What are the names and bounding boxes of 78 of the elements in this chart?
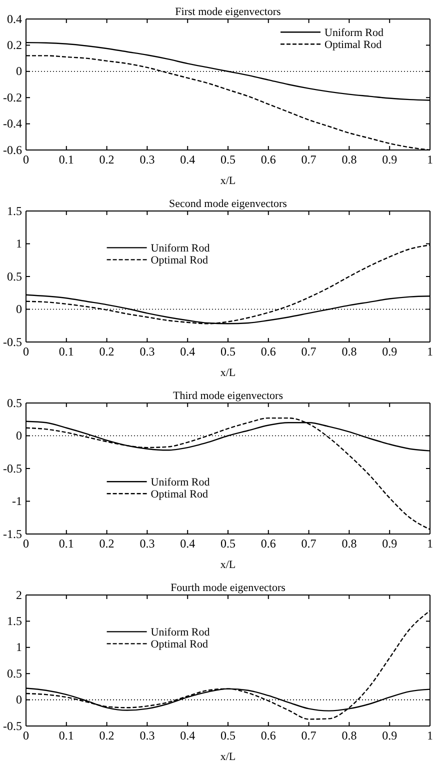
y-tick-label: 2 — [16, 588, 22, 602]
x-tick-label: 0.3 — [140, 536, 155, 551]
x-tick-label: 0.6 — [260, 728, 276, 743]
x-tick-label: 0.6 — [260, 344, 276, 359]
legend-label: Optimal Rod — [324, 39, 382, 52]
y-tick-label: 1 — [16, 236, 22, 251]
chart-title: Third mode eigenvectors — [173, 390, 283, 402]
x-axis-title: x/L — [220, 751, 236, 763]
legend-label: Uniform Rod — [324, 27, 384, 40]
x-tick-label: 0.7 — [301, 152, 316, 167]
x-tick-label: 0.3 — [140, 152, 155, 167]
x-tick-label: 0.8 — [342, 344, 357, 359]
x-tick-label: 0.3 — [140, 728, 155, 743]
legend-label: Uniform Rod — [150, 626, 210, 639]
x-axis-title: x/L — [220, 175, 236, 187]
y-tick-label: 0.5 — [7, 396, 22, 410]
y-tick-label: -0.2 — [3, 90, 22, 104]
x-tick-label: 0.5 — [220, 728, 236, 743]
x-tick-label: 0.8 — [342, 152, 357, 167]
y-tick-label: -0.5 — [3, 334, 22, 349]
x-tick-label: 0.1 — [58, 344, 74, 359]
legend-label: Optimal Rod — [150, 638, 208, 651]
x-tick-label: 0.4 — [180, 152, 196, 167]
x-tick-label: 0.4 — [180, 344, 196, 359]
x-tick-label: 0.2 — [99, 728, 114, 743]
legend-label: Uniform Rod — [150, 242, 210, 255]
y-tick-label: 0 — [16, 692, 22, 707]
x-tick-label: 0.3 — [140, 344, 155, 359]
y-tick-label: 0.5 — [7, 666, 22, 680]
y-tick-label: -0.5 — [3, 461, 22, 476]
x-tick-label: 0.4 — [180, 728, 196, 743]
x-tick-label: 0.9 — [382, 344, 398, 359]
y-tick-label: 0 — [16, 302, 22, 316]
x-tick-label: 0.8 — [342, 728, 357, 743]
y-tick-label: -0.5 — [3, 718, 22, 733]
y-tick-label: -0.6 — [3, 142, 22, 157]
y-tick-label: -1.5 — [3, 526, 22, 541]
chart-title: First mode eigenvectors — [175, 6, 281, 18]
x-tick-label: 0.6 — [260, 536, 276, 551]
x-tick-label: 1 — [427, 152, 433, 167]
x-tick-label: 0.7 — [301, 344, 316, 359]
x-tick-label: 0.5 — [220, 536, 236, 551]
x-tick-label: 0.1 — [58, 152, 74, 167]
x-tick-label: 0.2 — [99, 152, 114, 167]
legend-label: Uniform Rod — [150, 476, 210, 489]
x-tick-label: 0.8 — [342, 536, 357, 551]
x-tick-label: 0.5 — [220, 152, 236, 167]
x-tick-label: 0.6 — [260, 152, 276, 167]
x-axis-title: x/L — [220, 559, 236, 571]
x-tick-label: 0.9 — [382, 728, 398, 743]
x-tick-label: 0.7 — [301, 536, 316, 551]
y-tick-label: 0.5 — [7, 269, 22, 284]
x-tick-label: 0.9 — [382, 536, 398, 551]
y-tick-label: 1 — [16, 640, 22, 654]
x-tick-label: 0.5 — [220, 344, 236, 359]
y-tick-label: 1.5 — [7, 614, 22, 628]
x-tick-label: 0.2 — [99, 344, 114, 359]
x-tick-label: 1 — [427, 344, 433, 359]
x-tick-label: 0.1 — [58, 728, 74, 743]
legend-label: Optimal Rod — [150, 254, 208, 267]
chart-title: Fourth mode eigenvectors — [170, 582, 286, 594]
chart-title: Second mode eigenvectors — [169, 198, 287, 210]
y-tick-label: -1 — [12, 494, 22, 508]
y-tick-label: -0.4 — [3, 116, 22, 131]
y-tick-label: 0 — [16, 428, 22, 443]
x-tick-label: 0.4 — [180, 536, 196, 551]
y-tick-label: 0.2 — [7, 38, 22, 52]
x-tick-label: 0.7 — [301, 728, 316, 743]
y-tick-label: 0 — [16, 64, 22, 78]
x-tick-label: 1 — [427, 728, 433, 743]
x-tick-label: 0.9 — [382, 152, 398, 167]
x-axis-title: x/L — [220, 367, 236, 379]
y-tick-label: 1.5 — [7, 204, 22, 218]
y-tick-label: 0.4 — [7, 12, 22, 26]
x-tick-label: 0.2 — [99, 536, 114, 551]
legend-label: Optimal Rod — [150, 488, 208, 501]
x-tick-label: 1 — [427, 536, 433, 551]
x-tick-label: 0.1 — [58, 536, 74, 551]
